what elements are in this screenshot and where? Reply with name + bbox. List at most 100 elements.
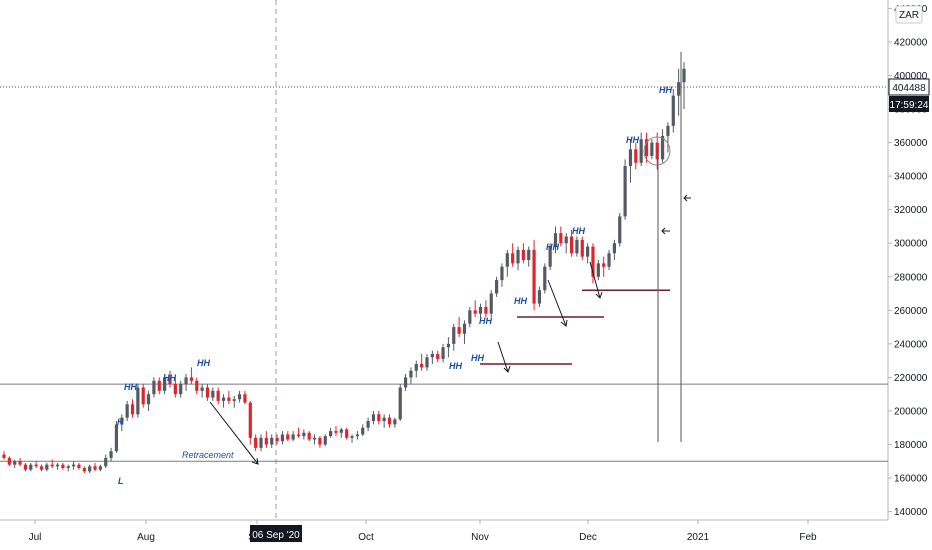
candle-body — [195, 380, 199, 391]
candle — [511, 243, 515, 267]
candle-body — [275, 437, 279, 442]
candle-body — [409, 370, 413, 378]
candle-body — [666, 125, 670, 136]
candle-body — [650, 142, 654, 156]
candle — [275, 434, 279, 445]
retracement-arrowhead — [251, 457, 259, 465]
candle — [591, 243, 595, 284]
candle-body — [527, 249, 531, 260]
candle — [318, 436, 322, 448]
candle-body — [607, 253, 611, 267]
candle — [104, 454, 108, 468]
currency-label: ZAR — [899, 10, 919, 21]
x-tick-label: Jul — [29, 532, 42, 543]
candle-body — [398, 387, 402, 420]
candle-body — [521, 249, 525, 260]
candle-body — [173, 384, 177, 395]
arrow-nov-1 — [497, 341, 509, 373]
candle-body — [211, 390, 215, 398]
candle-body — [120, 417, 124, 425]
candle — [489, 290, 493, 318]
label-hh-1: HH — [124, 382, 137, 392]
candle-body — [564, 236, 568, 244]
candle — [146, 390, 151, 411]
candle-body — [136, 387, 140, 415]
candle-body — [18, 461, 22, 465]
x-tick-label: Aug — [137, 532, 155, 543]
candle-body — [248, 402, 252, 438]
candle-body — [7, 457, 11, 465]
candle-body — [580, 239, 584, 257]
candle — [18, 457, 22, 467]
candle-body — [644, 139, 649, 156]
candle-body — [371, 414, 376, 422]
candle-body — [232, 399, 236, 401]
label-h: H — [117, 417, 124, 427]
candle-body — [682, 68, 686, 83]
candle — [205, 384, 210, 401]
label-hh-4: HH — [449, 361, 462, 371]
candle-body — [537, 290, 542, 304]
candle-body — [345, 429, 349, 438]
candle-body — [393, 419, 397, 425]
candle-body — [163, 377, 167, 391]
candle-body — [77, 464, 81, 468]
candle-body — [318, 437, 322, 445]
arrow-nov-1-head — [503, 365, 511, 373]
candle-body — [307, 432, 311, 440]
candle-body — [623, 166, 627, 217]
candle-body — [23, 464, 28, 470]
candle — [157, 377, 161, 395]
candle-body — [559, 233, 563, 244]
candle — [644, 132, 649, 163]
label-l: L — [118, 476, 124, 486]
candle — [98, 464, 102, 472]
candle-body — [612, 243, 616, 254]
candle — [339, 427, 343, 438]
candle-body — [414, 364, 418, 371]
y-tick-label: 220000 — [894, 373, 928, 384]
candle — [270, 434, 274, 448]
candle — [634, 142, 638, 170]
candle — [296, 427, 301, 438]
candle — [650, 139, 654, 160]
candle — [371, 410, 376, 425]
x-tick-label: 2021 — [687, 532, 710, 543]
candle — [307, 431, 311, 442]
support-lines — [480, 289, 670, 365]
x-axis-ticks: JulAugSepOctNovDec2021Feb — [29, 520, 817, 543]
candle-body — [628, 149, 633, 167]
candle — [227, 390, 231, 405]
candle — [2, 451, 6, 460]
candle — [478, 303, 483, 321]
candle — [264, 431, 268, 448]
candle — [457, 317, 461, 338]
candle-body — [505, 253, 509, 267]
y-tick-label: 400000 — [894, 71, 928, 82]
label-retracement: Retracement — [182, 450, 234, 460]
candle — [168, 370, 172, 388]
candle-body — [141, 387, 145, 405]
candle-body — [436, 353, 440, 359]
candle — [377, 410, 381, 425]
candle — [136, 384, 140, 418]
candle — [500, 263, 504, 287]
x-tick-label: Nov — [471, 532, 489, 543]
candle — [345, 427, 349, 440]
highlight-circle — [643, 136, 671, 166]
candle-body — [280, 434, 285, 442]
currency-box[interactable] — [895, 5, 923, 24]
candle — [425, 353, 429, 371]
candle — [660, 129, 665, 163]
y-tick-label: 340000 — [894, 172, 928, 183]
candle — [291, 431, 295, 442]
countdown-tag — [889, 96, 929, 112]
candle — [596, 260, 600, 281]
candle — [452, 323, 456, 351]
candle — [329, 427, 333, 438]
last-price-value: 404488 — [892, 83, 926, 94]
annotations: HH HH HH HH HH HH HH HH HH HH HH H L Ret… — [117, 85, 672, 486]
candle — [655, 132, 659, 170]
label-hh-9: HH — [572, 226, 585, 236]
